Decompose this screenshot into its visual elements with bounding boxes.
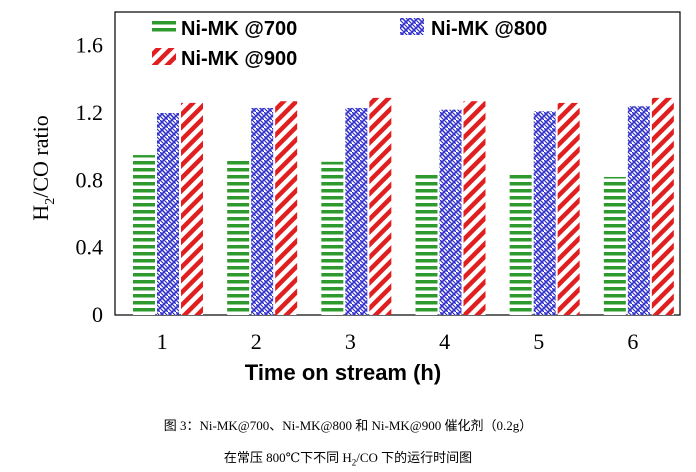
x-tick-label: 5	[533, 329, 544, 354]
y-tick-label: 1.6	[76, 33, 104, 58]
bar-series-1-cat-6	[603, 176, 626, 315]
bar-chart: 0 0.4 0.8 1.2 1.6 1 2 3 4 5 6 Ni-MK @700 Ni-MK @8…	[28, 11, 681, 385]
legend: Ni-MK @700 Ni-MK @800 Ni-MK @900	[152, 18, 547, 70]
bar-series-1-cat-3	[321, 161, 344, 315]
y-axis-title: H2/CO ratio	[28, 115, 58, 220]
bar-series-1-cat-1	[133, 155, 155, 315]
y-tick-label: 0.4	[76, 235, 104, 260]
bar-series-2-cat-3	[345, 107, 368, 315]
bar-series-3-cat-1	[181, 102, 203, 316]
bar-series-3-cat-3	[369, 97, 392, 315]
y-axis-title-h: H	[28, 205, 53, 221]
bar-series-2-cat-2	[251, 107, 274, 315]
x-axis-title: Time on stream (h)	[245, 360, 441, 385]
x-tick-label: 1	[157, 329, 168, 354]
x-tick-label: 6	[627, 329, 638, 354]
legend-label-series-3: Ni-MK @900	[181, 48, 297, 70]
y-axis-title-subscript: 2	[43, 198, 58, 205]
bar-series-3-cat-2	[275, 101, 298, 315]
caption-line-2-part-b: /CO 下的运行时间图	[356, 450, 473, 465]
y-tick-label: 0.8	[76, 167, 104, 192]
y-tick-label: 0	[92, 302, 103, 327]
x-tick-label: 2	[251, 329, 262, 354]
y-tick-label: 1.2	[76, 100, 104, 125]
legend-swatch-series-3	[152, 48, 176, 65]
x-tick-label: 4	[439, 329, 450, 354]
legend-swatch-series-2	[400, 18, 424, 35]
bar-series-2-cat-6	[627, 106, 650, 316]
caption-line-2-subscript: 2	[351, 457, 357, 468]
bar-series-3-cat-4	[463, 101, 486, 315]
y-axis-title-rest: /CO ratio	[28, 115, 53, 198]
bar-series-2-cat-1	[157, 113, 179, 315]
bar-series-2-cat-5	[533, 111, 556, 315]
bar-series-3-cat-5	[557, 102, 580, 316]
legend-label-series-2: Ni-MK @800	[431, 18, 547, 40]
bar-series-2-cat-4	[439, 109, 462, 315]
figure-caption-line-1: 图 3：Ni-MK@700、Ni-MK@800 和 Ni-MK@900 催化剂（…	[163, 418, 533, 433]
x-tick-label: 3	[345, 329, 356, 354]
figure-caption-line-2: 在常压 800℃下不同 H2/CO 下的运行时间图	[0, 447, 696, 468]
bar-series-3-cat-6	[651, 97, 674, 315]
caption-line-2-part-a: 在常压 800℃下不同 H	[223, 450, 352, 465]
legend-label-series-1: Ni-MK @700	[181, 18, 297, 40]
bar-series-1-cat-4	[415, 171, 438, 315]
bar-series-1-cat-2	[227, 160, 250, 315]
bar-series-1-cat-5	[509, 171, 532, 315]
bars-group	[133, 97, 674, 316]
legend-swatch-series-1	[152, 18, 176, 35]
x-ticks-group: 1 2 3 4 5 6	[157, 329, 639, 354]
y-ticks-group: 0 0.4 0.8 1.2 1.6	[76, 33, 104, 327]
plot-area	[114, 11, 681, 316]
